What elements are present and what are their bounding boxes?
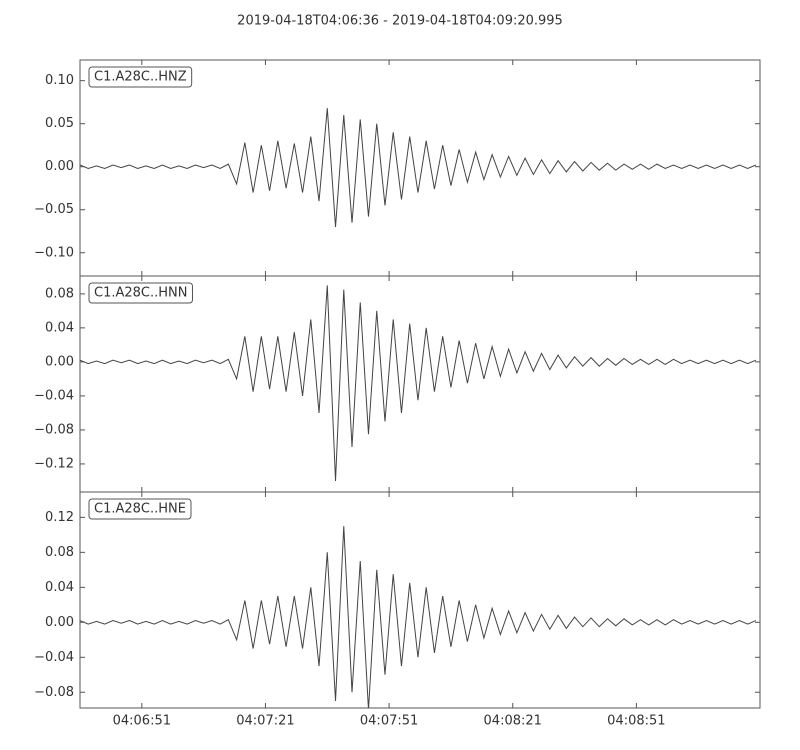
x-tick-label: 04:07:51 <box>360 714 418 729</box>
waveform <box>80 108 757 227</box>
y-tick-label: 0.08 <box>45 545 74 560</box>
x-tick-label: 04:08:21 <box>484 714 542 729</box>
trace-label-box <box>88 282 193 304</box>
y-tick-label: −0.04 <box>34 650 74 665</box>
waveform <box>80 526 757 708</box>
y-tick-label: 0.05 <box>45 116 74 131</box>
waveform <box>80 285 757 481</box>
y-tick-label: −0.08 <box>34 685 74 700</box>
trace-label: C1.A28C..HNZ <box>94 70 187 85</box>
y-tick-label: 0.00 <box>45 615 74 630</box>
x-tick-label: 04:06:51 <box>113 714 171 729</box>
x-tick-label: 04:07:21 <box>236 714 294 729</box>
y-tick-label: 0.10 <box>45 73 74 88</box>
y-tick-label: 0.04 <box>45 320 74 335</box>
y-tick-label: −0.12 <box>34 456 74 471</box>
y-tick-label: −0.04 <box>34 388 74 403</box>
plot-frame <box>79 491 761 709</box>
figure-title: 2019-04-18T04:06:36 - 2019-04-18T04:09:2… <box>237 14 563 29</box>
y-tick-label: 0.00 <box>45 159 74 174</box>
y-tick-label: −0.08 <box>34 422 74 437</box>
y-tick-label: 0.04 <box>45 580 74 595</box>
trace-label: C1.A28C..HNN <box>94 286 187 301</box>
trace-label-box <box>88 498 192 520</box>
y-tick-label: 0.08 <box>45 286 74 301</box>
trace-label: C1.A28C..HNE <box>94 502 186 517</box>
y-tick-label: 0.00 <box>45 354 74 369</box>
x-tick-label: 04:08:51 <box>607 714 665 729</box>
y-tick-label: −0.05 <box>34 202 74 217</box>
y-tick-label: −0.10 <box>34 245 74 260</box>
y-tick-label: 0.12 <box>45 510 74 525</box>
plot-frame <box>79 59 761 277</box>
trace-label-box <box>88 66 193 88</box>
